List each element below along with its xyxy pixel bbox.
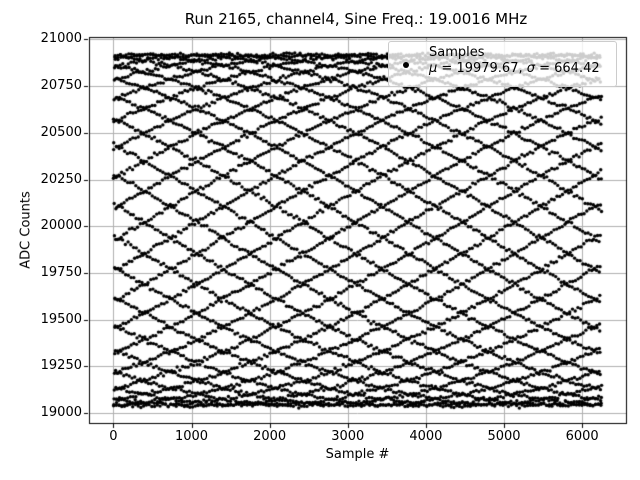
y-tick-label: 20000 [40, 218, 82, 234]
legend-label: Samples [429, 45, 485, 60]
y-tick-label: 20500 [40, 124, 82, 140]
sigma-symbol: σ [526, 61, 535, 76]
legend: Samples μ = 19979.67, σ = 664.42 [388, 41, 617, 87]
sigma-value: = 664.42 [534, 61, 600, 76]
mu-symbol: μ [429, 61, 438, 76]
x-tick-label: 3000 [331, 429, 365, 444]
x-tick-label: 1000 [174, 429, 209, 444]
y-tick-label: 19000 [40, 404, 82, 420]
y-tick-label: 20750 [40, 78, 82, 94]
y-tick-label: 19750 [40, 264, 82, 280]
sample-marker-icon [403, 62, 409, 68]
mu-value: = 19979.67, [437, 61, 527, 76]
x-axis-label: Sample # [325, 447, 390, 462]
chart-title: Run 2165, channel4, Sine Freq.: 19.0016 … [184, 10, 528, 28]
y-tick-label: 19250 [40, 358, 82, 374]
y-tick-label: 21000 [40, 31, 82, 47]
y-tick-label: 19500 [40, 311, 82, 327]
legend-stats: μ = 19979.67, σ = 664.42 [429, 61, 600, 77]
legend-text: Samples μ = 19979.67, σ = 664.42 [429, 45, 600, 77]
y-tick-label: 20250 [40, 171, 82, 187]
x-tick-label: 5000 [487, 429, 521, 444]
x-tick-label: 2000 [253, 429, 287, 444]
x-tick-label: 6000 [565, 429, 599, 444]
x-tick-label: 4000 [409, 429, 443, 444]
x-tick-label: 0 [109, 429, 118, 444]
